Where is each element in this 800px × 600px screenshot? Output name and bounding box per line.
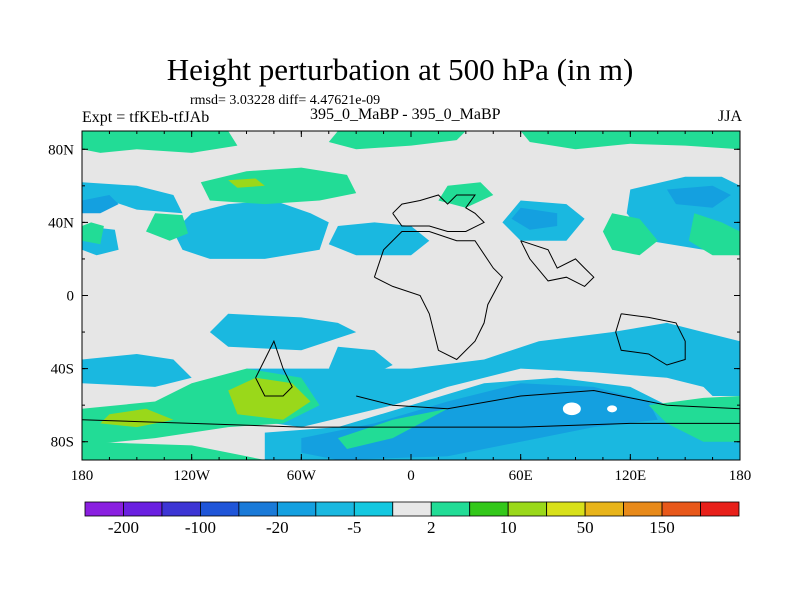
coastline-0 [392,194,485,232]
coastline-layer [82,194,740,428]
colorbar-label: -100 [185,518,216,537]
colorbar-box [123,501,163,517]
center-label: 395_0_MaBP - 395_0_MaBP [310,106,501,123]
contour-region-15 [82,354,192,387]
y-tick-label: 40N [48,215,74,231]
x-tick-label: 0 [407,468,415,484]
contour-region-0 [82,182,183,214]
white-spot-0 [562,402,581,416]
colorbar-box [584,501,624,517]
colorbar-box [276,501,317,517]
x-tick-label: 60W [287,468,317,484]
x-tick-label: 120W [173,468,211,484]
contour-region-2 [173,200,329,259]
contour-region-21 [301,383,658,460]
colorbar-label: 150 [649,518,675,537]
contour-fill-layer [82,131,740,460]
contour-region-23 [82,441,265,460]
colorbar-box [507,501,548,517]
coastline-4 [255,339,293,397]
colorbar-box [84,501,124,517]
y-tick-label: 40S [51,362,74,378]
colorbar-label: 10 [500,518,517,537]
colorbar: -200 -100 -20 -5 2 10 50 150 [84,501,740,537]
x-tick-label: 180 [71,468,94,484]
contour-region-14 [688,213,740,256]
contour-region-9 [200,167,357,205]
contour-region-6 [82,131,238,153]
white-spot-1 [607,405,618,413]
left-label: Expt = tfKEb-tfJAb [82,109,210,126]
coastline-5 [82,389,740,428]
contour-region-7 [328,131,466,150]
contour-region-16 [209,313,357,351]
contour-region-3 [328,222,430,256]
x-tick-label: 120E [614,468,646,484]
contour-region-26 [228,377,311,420]
colorbar-box [700,501,740,517]
contour-region-8 [520,131,740,150]
coastline-3 [615,313,686,366]
colorbar-label: 2 [427,518,436,537]
colorbar-box [161,501,201,517]
contour-region-18 [246,322,740,428]
contour-region-28 [82,195,119,214]
contour-region-29 [511,207,558,230]
x-axis: 180 120W 60W 0 60E 120E 180 [71,131,752,484]
colorbar-box [469,501,509,517]
x-tick-label: 180 [729,468,752,484]
right-label: JJA [717,108,742,125]
colorbar-label: -200 [108,518,139,537]
colorbar-label: -5 [347,518,361,537]
colorbar-box [238,501,278,517]
contour-region-11 [146,213,188,241]
contour-region-20 [694,377,740,396]
contour-region-31 [228,178,265,188]
colorbar-label: -20 [266,518,289,537]
contour-region-30 [666,185,731,208]
stats-text: rmsd= 3.03228 diff= 4.47621e-09 [190,93,381,108]
coastline-1 [373,231,504,361]
contour-region-10 [82,222,104,245]
colorbar-label: 50 [577,518,594,537]
colorbar-box [430,501,471,517]
colorbar-box [661,501,701,517]
coastline-2 [520,240,595,288]
x-tick-label: 60E [509,468,533,484]
contour-region-25 [337,408,448,449]
y-tick-label: 80N [48,142,74,158]
contour-region-13 [602,213,658,256]
colorbar-box [392,501,432,517]
chart-title: Height perturbation at 500 hPa (in m) [166,52,634,87]
colorbar-box [546,501,586,517]
y-tick-label: 0 [67,289,75,305]
y-axis: 80N 40N 0 40S 80S [48,142,740,451]
y-tick-label: 80S [51,435,74,451]
colorbar-box [200,501,240,517]
colorbar-box [623,501,663,517]
colorbar-box [353,501,394,517]
colorbar-box [315,501,355,517]
